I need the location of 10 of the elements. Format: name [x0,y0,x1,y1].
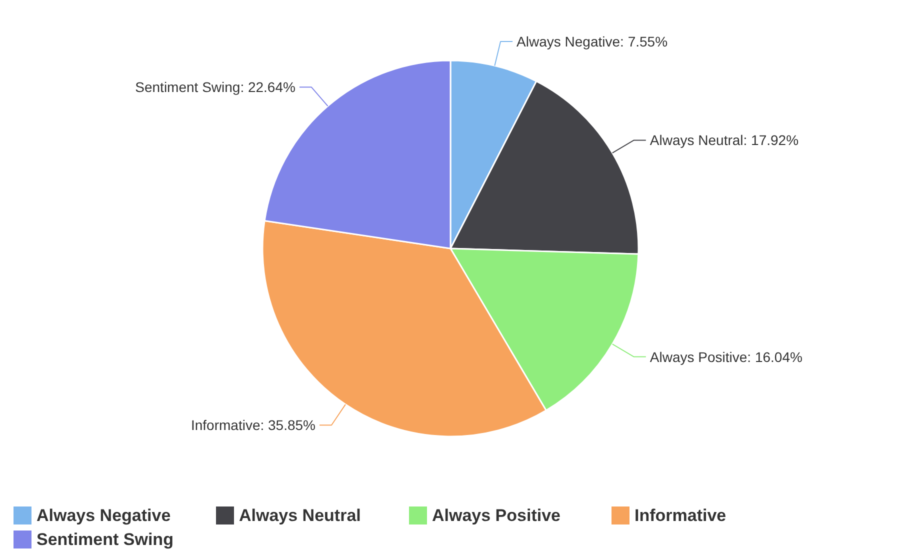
legend-label: Informative [634,506,726,525]
legend-label: Always Neutral [239,506,361,525]
data-label: Always Positive: 16.04% [650,348,802,365]
legend-label: Always Positive [432,506,561,525]
legend-label: Always Negative [36,506,171,525]
data-label: Informative: 35.85% [190,417,316,434]
legend-label: Sentiment Swing [36,530,174,549]
data-label: Always Negative: 7.55% [516,33,668,50]
data-label: Always Neutral: 17.92% [650,132,799,148]
data-label: Sentiment Swing: 22.64% [135,79,296,96]
